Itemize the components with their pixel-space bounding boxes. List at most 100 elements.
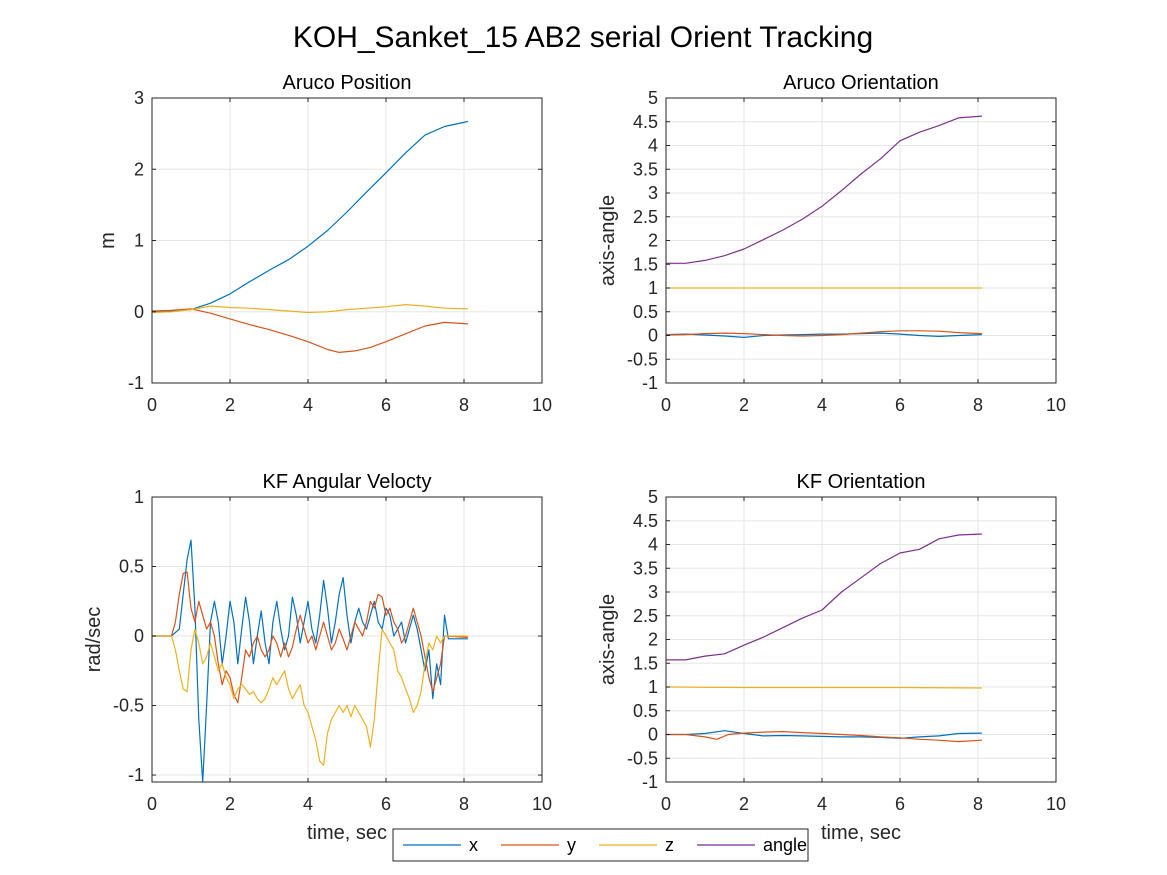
subplot-2: 0 2 4 6 8 10 -1 -0.5 0 0.5 1 1.5 2 2.5 3 3.5 4 4.5 5 Aruco … — [597, 72, 1066, 415]
legend-label-angle: angle — [763, 835, 807, 855]
x-tick-label: 8 — [459, 395, 469, 415]
series-group — [152, 539, 468, 782]
y-tick-label: -1 — [642, 373, 658, 393]
y-tick-label: 0 — [648, 326, 658, 346]
y-tick-label: -1 — [128, 373, 144, 393]
series-group — [666, 533, 982, 743]
y-tick-label: 2.5 — [633, 207, 658, 227]
series-line-y — [152, 308, 468, 353]
y-tick-label: 0 — [648, 725, 658, 745]
y-tick-label: 5 — [648, 487, 658, 507]
y-tick-label: 0.5 — [119, 557, 144, 577]
figure-title: KOH_Sanket_15 AB2 serial Orient Tracking — [293, 21, 873, 54]
series-group — [666, 115, 982, 338]
y-tick-label: 3 — [648, 183, 658, 203]
x-tick-label: 2 — [225, 794, 235, 814]
y-tick-label: 3.5 — [633, 159, 658, 179]
legend-label-z: z — [665, 835, 674, 855]
series-line-angle — [666, 115, 982, 264]
y-tick-label: 2 — [648, 630, 658, 650]
y-tick-label: 2.5 — [633, 606, 658, 626]
y-tick-label: 1.5 — [633, 653, 658, 673]
x-tick-label: 2 — [225, 395, 235, 415]
legend-label-x: x — [469, 835, 478, 855]
series-line-y — [152, 571, 468, 704]
y-tick-label: 1 — [648, 677, 658, 697]
x-tick-label: 2 — [739, 794, 749, 814]
x-tick-label: 0 — [661, 395, 671, 415]
x-tick-label: 10 — [1046, 794, 1066, 814]
x-tick-label: 6 — [381, 395, 391, 415]
x-tick-label: 10 — [532, 794, 552, 814]
x-tick-label: 4 — [817, 794, 827, 814]
y-tick-label: 4.5 — [633, 511, 658, 531]
x-tick-label: 6 — [895, 395, 905, 415]
x-tick-label: 8 — [973, 395, 983, 415]
x-tick-label: 0 — [147, 395, 157, 415]
y-axis-label: axis-angle — [597, 594, 619, 685]
y-tick-label: 4 — [648, 535, 658, 555]
series-line-y — [666, 330, 982, 337]
legend-label-y: y — [567, 835, 576, 855]
y-axis-label: axis-angle — [597, 195, 619, 286]
series-line-x — [666, 730, 982, 739]
y-tick-label: -0.5 — [627, 748, 658, 768]
x-tick-label: 4 — [303, 794, 313, 814]
series-line-x — [152, 120, 469, 313]
x-tick-label: 0 — [661, 794, 671, 814]
y-tick-label: 1 — [134, 231, 144, 251]
subplot-3: 0 2 4 6 8 10 -1 -0.5 0 0.5 1 KF Angular Velocty rad/… — [83, 471, 552, 844]
x-tick-label: 10 — [532, 395, 552, 415]
y-tick-label: 2 — [134, 159, 144, 179]
y-tick-label: 3.5 — [633, 558, 658, 578]
x-tick-label: 10 — [1046, 395, 1066, 415]
y-tick-label: 0.5 — [633, 302, 658, 322]
series-line-z — [152, 628, 468, 766]
series-line-x — [152, 539, 468, 782]
y-tick-label: 4.5 — [633, 112, 658, 132]
y-tick-label: 1 — [134, 487, 144, 507]
subplot-title: KF Orientation — [797, 471, 926, 493]
x-tick-label: 8 — [973, 794, 983, 814]
y-axis-label: rad/sec — [83, 607, 105, 673]
y-tick-label: 1 — [648, 278, 658, 298]
axes-box — [151, 496, 543, 783]
x-tick-label: 0 — [147, 794, 157, 814]
series-line-x — [666, 332, 982, 338]
y-tick-label: 0.5 — [633, 701, 658, 721]
y-tick-label: 4 — [648, 136, 658, 156]
x-tick-label: 4 — [817, 395, 827, 415]
plot-area — [152, 497, 542, 782]
subplot-4: 0 2 4 6 8 10 -1 -0.5 0 0.5 1 1.5 2 2.5 3 3.5 4 4.5 5 KF Ori… — [597, 471, 1066, 844]
x-axis-label: time, sec — [821, 822, 901, 844]
y-tick-label: 3 — [134, 88, 144, 108]
y-axis-label: m — [97, 232, 119, 249]
x-tick-label: 4 — [303, 395, 313, 415]
y-tick-label: 0 — [134, 626, 144, 646]
y-tick-label: 0 — [134, 302, 144, 322]
series-line-z — [152, 304, 468, 314]
y-tick-label: -1 — [642, 772, 658, 792]
x-tick-label: 6 — [895, 794, 905, 814]
y-tick-label: 2 — [648, 231, 658, 251]
y-tick-label: -0.5 — [627, 349, 658, 369]
x-tick-label: 6 — [381, 794, 391, 814]
subplot-title: Aruco Orientation — [783, 72, 939, 94]
y-tick-label: -0.5 — [113, 696, 144, 716]
y-tick-label: 5 — [648, 88, 658, 108]
x-axis-label: time, sec — [307, 822, 387, 844]
series-line-y — [666, 731, 982, 743]
series-group — [152, 120, 469, 353]
y-tick-label: 3 — [648, 582, 658, 602]
series-line-angle — [666, 533, 982, 661]
series-line-z — [666, 686, 982, 689]
y-tick-label: -1 — [128, 765, 144, 785]
x-tick-label: 8 — [459, 794, 469, 814]
subplot-title: KF Angular Velocty — [263, 471, 432, 493]
x-tick-label: 2 — [739, 395, 749, 415]
y-tick-label: 1.5 — [633, 254, 658, 274]
legend: x y z angle — [392, 828, 809, 862]
